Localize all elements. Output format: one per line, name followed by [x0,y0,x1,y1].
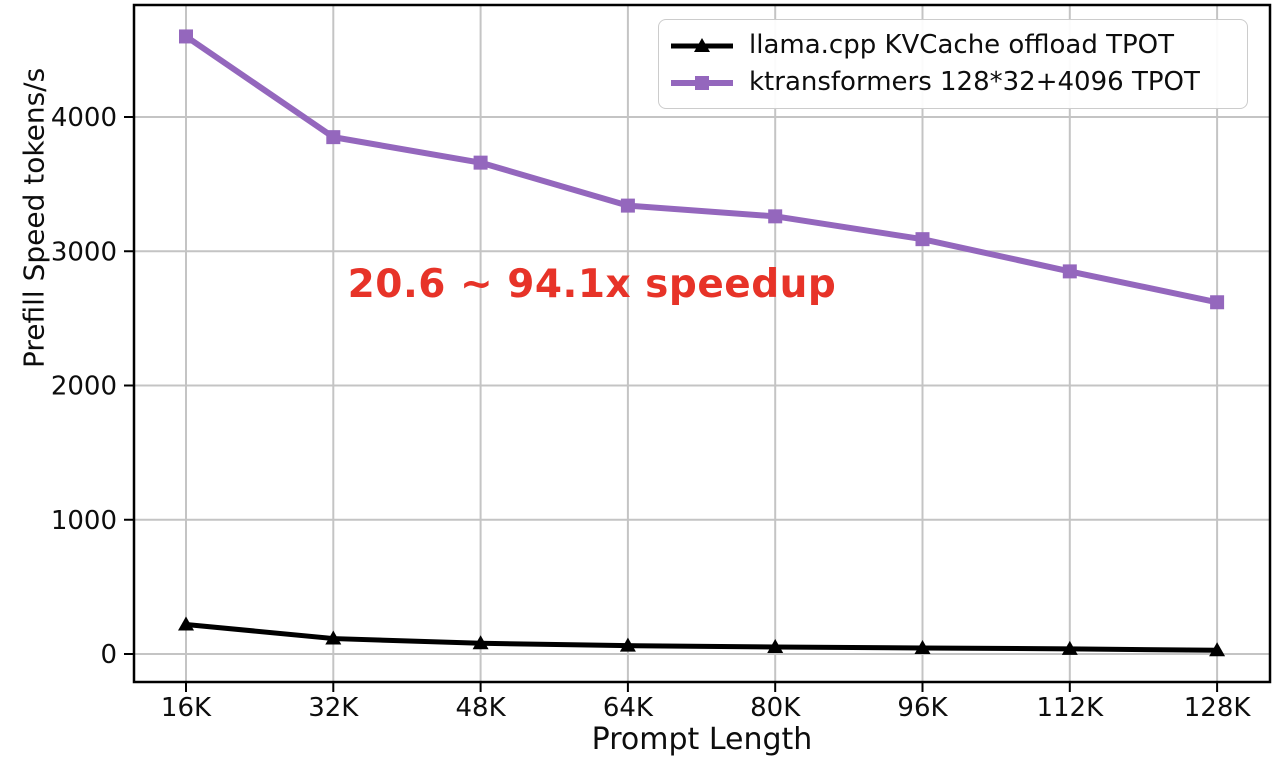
x-tick-label: 112K [1036,693,1104,723]
x-tick-label: 16K [161,693,212,723]
y-axis-label: Prefill Speed tokens/s [17,67,51,368]
llama-line-triangle-marker-icon [671,37,733,52]
series-line-triangle [185,621,1218,653]
square-marker [620,198,635,213]
triangle-marker [1209,642,1226,657]
x-tick-label: 96K [897,693,948,723]
y-tick-label: 1000 [51,506,117,536]
x-tick-label: 32K [308,693,359,723]
square-marker [1210,295,1225,310]
series-line-square [184,33,1218,306]
legend-item-llama-cpp: llama.cpp KVCache offload TPOT [669,31,1237,60]
x-tick-label: 80K [750,693,801,723]
square-marker [473,155,488,170]
legend-item-ktransformers: ktransformers 128*32+4096 TPOT [669,68,1237,97]
square-marker [326,130,341,145]
square-marker [915,232,930,247]
triangle-marker [1061,640,1078,655]
x-tick-label: 64K [603,693,654,723]
legend: llama.cpp KVCache offload TPOT ktransfor… [658,19,1248,109]
square-marker [179,29,193,44]
y-tick-label: 2000 [51,372,117,402]
triangle-marker [178,616,194,631]
triangle-marker [914,639,931,654]
x-tick-label: 128K [1184,693,1252,723]
triangle-marker [325,630,342,645]
triangle-marker [619,637,636,652]
square-marker [1062,264,1077,279]
square-marker [768,209,783,224]
x-tick-label: 48K [456,693,507,723]
speedup-annotation: 20.6 ~ 94.1x speedup [347,262,837,307]
ktransformers-line-square-marker-icon [671,75,733,90]
x-axis-label: Prompt Length [591,722,813,757]
triangle-marker [767,639,784,654]
legend-label-llama-cpp: llama.cpp KVCache offload TPOT [749,30,1174,61]
plot-border [132,3,1272,684]
y-tick-label: 4000 [51,103,117,133]
y-tick-label: 0 [100,640,117,670]
triangle-marker [472,635,489,650]
y-tick-label: 3000 [51,237,117,267]
legend-label-ktransformers: ktransformers 128*32+4096 TPOT [749,67,1200,98]
